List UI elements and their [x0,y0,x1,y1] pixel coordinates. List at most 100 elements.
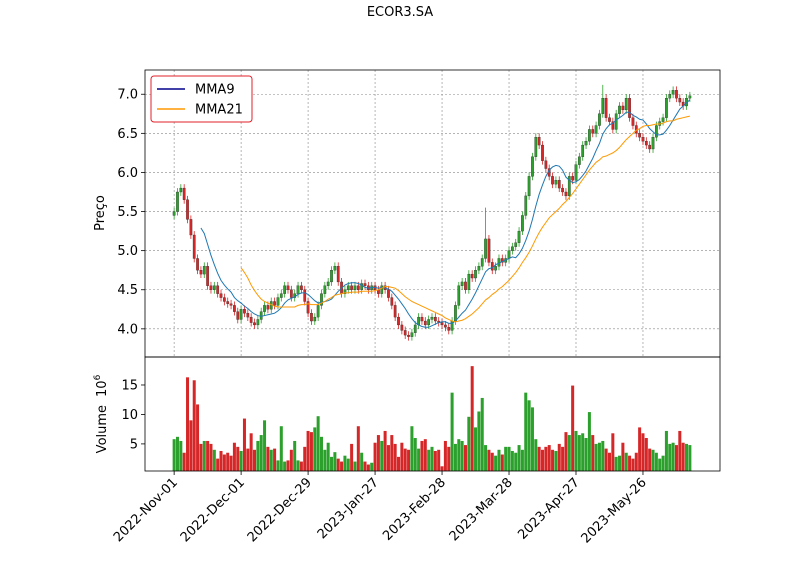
candle-body [577,156,581,165]
candle-body [423,320,427,326]
volume-bar [199,443,203,471]
candle-body [490,262,494,271]
volume-bar [326,442,330,471]
candle-body [236,311,240,320]
volume-bar [253,449,257,471]
volume-bar [299,461,303,471]
volume-bar [393,443,397,471]
volume-bar [206,440,210,471]
volume-bar [343,455,347,471]
x-tick-label: 2023-Mar-28 [447,475,516,544]
volume-bar [594,443,598,471]
candle-body [430,316,434,320]
volume-bar [678,430,682,471]
volume-bar [470,366,474,471]
candle-body [457,285,461,306]
volume-bar [474,427,478,471]
candle-body [353,285,357,290]
volume-bar [433,450,437,471]
volume-bar [420,440,424,471]
volume-bar [581,433,585,471]
candle-body [276,297,280,306]
volume-bar [212,449,216,471]
volume-bar [524,392,528,471]
volume-bar [196,404,200,471]
volume-bar [400,442,404,471]
volume-bar [427,449,431,471]
candle-body [467,273,471,290]
volume-bar [638,427,642,471]
volume-bar [319,436,323,471]
volume-offset-exponent: 6 [93,374,103,380]
y-tick-label: 5.5 [117,205,138,220]
candle-body [531,156,534,177]
candle-body [246,313,250,318]
volume-bar [557,443,561,471]
candle-body [273,301,276,306]
candle-body [477,266,481,271]
x-tick-label: 2023-Jan-27 [315,475,382,542]
volume-bar [309,432,313,471]
volume-bar [232,442,236,471]
volume-bar [236,446,240,471]
volume-bar [256,440,260,471]
volume-bar [477,411,481,471]
volume-bar [363,461,367,471]
candle-body [574,164,578,181]
candle-body [410,332,414,337]
candle-body [537,137,541,146]
volume-bar [648,448,652,471]
volume-bar [597,442,601,471]
volume-bar [567,435,571,471]
candle-body [544,160,548,169]
volume-axis-label: Volume 106 [93,374,110,453]
volume-bar [614,456,618,471]
volume-bar [621,442,625,471]
candle-body [460,281,464,286]
candle-body [413,324,417,333]
volume-label: Volume [95,405,110,453]
y-tick-label: 6.0 [117,166,138,181]
volume-bar [323,449,327,471]
volume-bar [601,440,605,471]
volume-bar [293,440,297,471]
volume-bar [641,433,645,471]
volume-bar [179,440,183,471]
volume-bar [674,445,678,471]
candle-body [296,285,300,294]
volume-bar [541,449,545,471]
legend-box [150,75,253,123]
candle-body [306,301,310,314]
candle-body [621,105,625,111]
volume-bar [430,446,434,471]
volume-bar [407,449,411,471]
volume-bar [447,446,451,471]
y-tick-label: 4.5 [117,283,138,298]
x-tick-label: 2022-Dec-01 [178,475,248,545]
volume-bar [202,440,206,471]
volume-bar [336,458,340,471]
y-tick-label: 4.0 [117,322,138,337]
candle-body [661,117,665,122]
candle-body [350,285,353,290]
candle-body [594,125,598,134]
candle-body [206,266,209,286]
candle-body [484,238,487,259]
volume-bar [681,442,685,471]
volume-bar [611,433,615,471]
candle-body [524,195,528,216]
volume-bar [460,440,464,471]
x-tick-label: 2023-Feb-28 [380,475,449,544]
volume-bar [242,418,246,471]
candle-body [400,324,404,331]
candle-body [601,98,605,114]
candle-body [380,285,384,294]
candle-body [330,270,333,283]
volume-bar [450,392,454,471]
candle-body [514,242,518,247]
candle-body [186,199,189,220]
candle-body [561,187,564,193]
volume-bar [500,454,504,471]
volume-bar [504,446,508,471]
